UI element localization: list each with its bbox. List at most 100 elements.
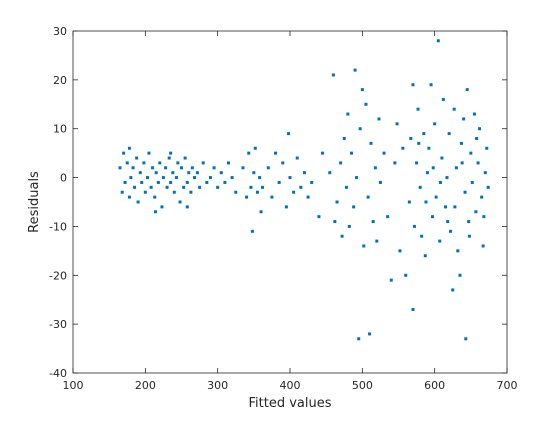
point [123,180,127,184]
point [299,185,303,189]
point [249,185,253,189]
point [438,239,442,243]
point [287,132,291,136]
y-tick-label: 20 [53,74,67,87]
point [371,220,375,224]
point [174,176,178,180]
point [459,141,463,145]
point [427,146,431,150]
point [368,332,372,336]
point [328,171,332,175]
point [288,176,292,180]
point [464,337,468,341]
y-axis-label: Residuals [27,171,42,233]
point [441,97,445,101]
point [440,156,444,160]
point [409,136,413,140]
point [339,161,343,165]
point [475,136,479,140]
point [460,161,464,165]
point [434,195,438,199]
point [452,107,456,111]
point [241,166,245,170]
point [234,190,238,194]
point [429,83,433,87]
point [292,190,296,194]
x-axis-label: Fitted values [248,396,331,411]
point [132,185,136,189]
point [295,156,299,160]
point [258,176,262,180]
point [149,185,153,189]
point [259,210,263,214]
point [404,273,408,277]
point [481,244,485,248]
point [470,180,474,184]
point [146,176,150,180]
point [462,117,466,121]
point [147,151,151,155]
x-tick-label: 100 [63,379,84,392]
y-tick-label: -40 [49,367,67,380]
point [366,195,370,199]
point [135,156,139,160]
point [131,166,135,170]
point [438,180,442,184]
point [160,205,164,209]
point [346,112,350,116]
point [165,185,169,189]
point [349,151,353,155]
point [424,200,428,204]
point [411,83,415,87]
point [154,171,158,175]
point [436,39,440,43]
y-tick-label: -10 [49,220,67,233]
x-tick-label: 600 [424,379,445,392]
point [140,180,144,184]
point [469,151,473,155]
point [411,307,415,311]
point [386,215,390,219]
point [158,161,162,165]
point [476,161,480,165]
point [153,195,157,199]
point [185,180,189,184]
point [127,146,131,150]
point [190,166,194,170]
point [274,151,278,155]
point [451,288,455,292]
point [360,88,364,92]
point [187,171,191,175]
point [355,176,359,180]
point [480,195,484,199]
point [247,151,251,155]
point [398,249,402,253]
point [252,171,256,175]
point [416,107,420,111]
point [198,185,202,189]
point [335,200,339,204]
point [270,195,274,199]
point [389,278,393,282]
point [445,176,449,180]
y-tick-label: 0 [60,172,67,185]
point [420,234,424,238]
point [373,166,377,170]
point [310,180,314,184]
point [245,195,249,199]
point [142,161,146,165]
point [417,141,421,145]
point [377,117,381,121]
point [453,205,457,209]
point [467,220,471,224]
point [342,136,346,140]
point [169,151,173,155]
point [415,161,419,165]
point [412,224,416,228]
plot-area [72,30,508,374]
point [478,127,482,131]
point [472,112,476,116]
point [176,161,180,165]
y-tick-label: -20 [49,269,67,282]
